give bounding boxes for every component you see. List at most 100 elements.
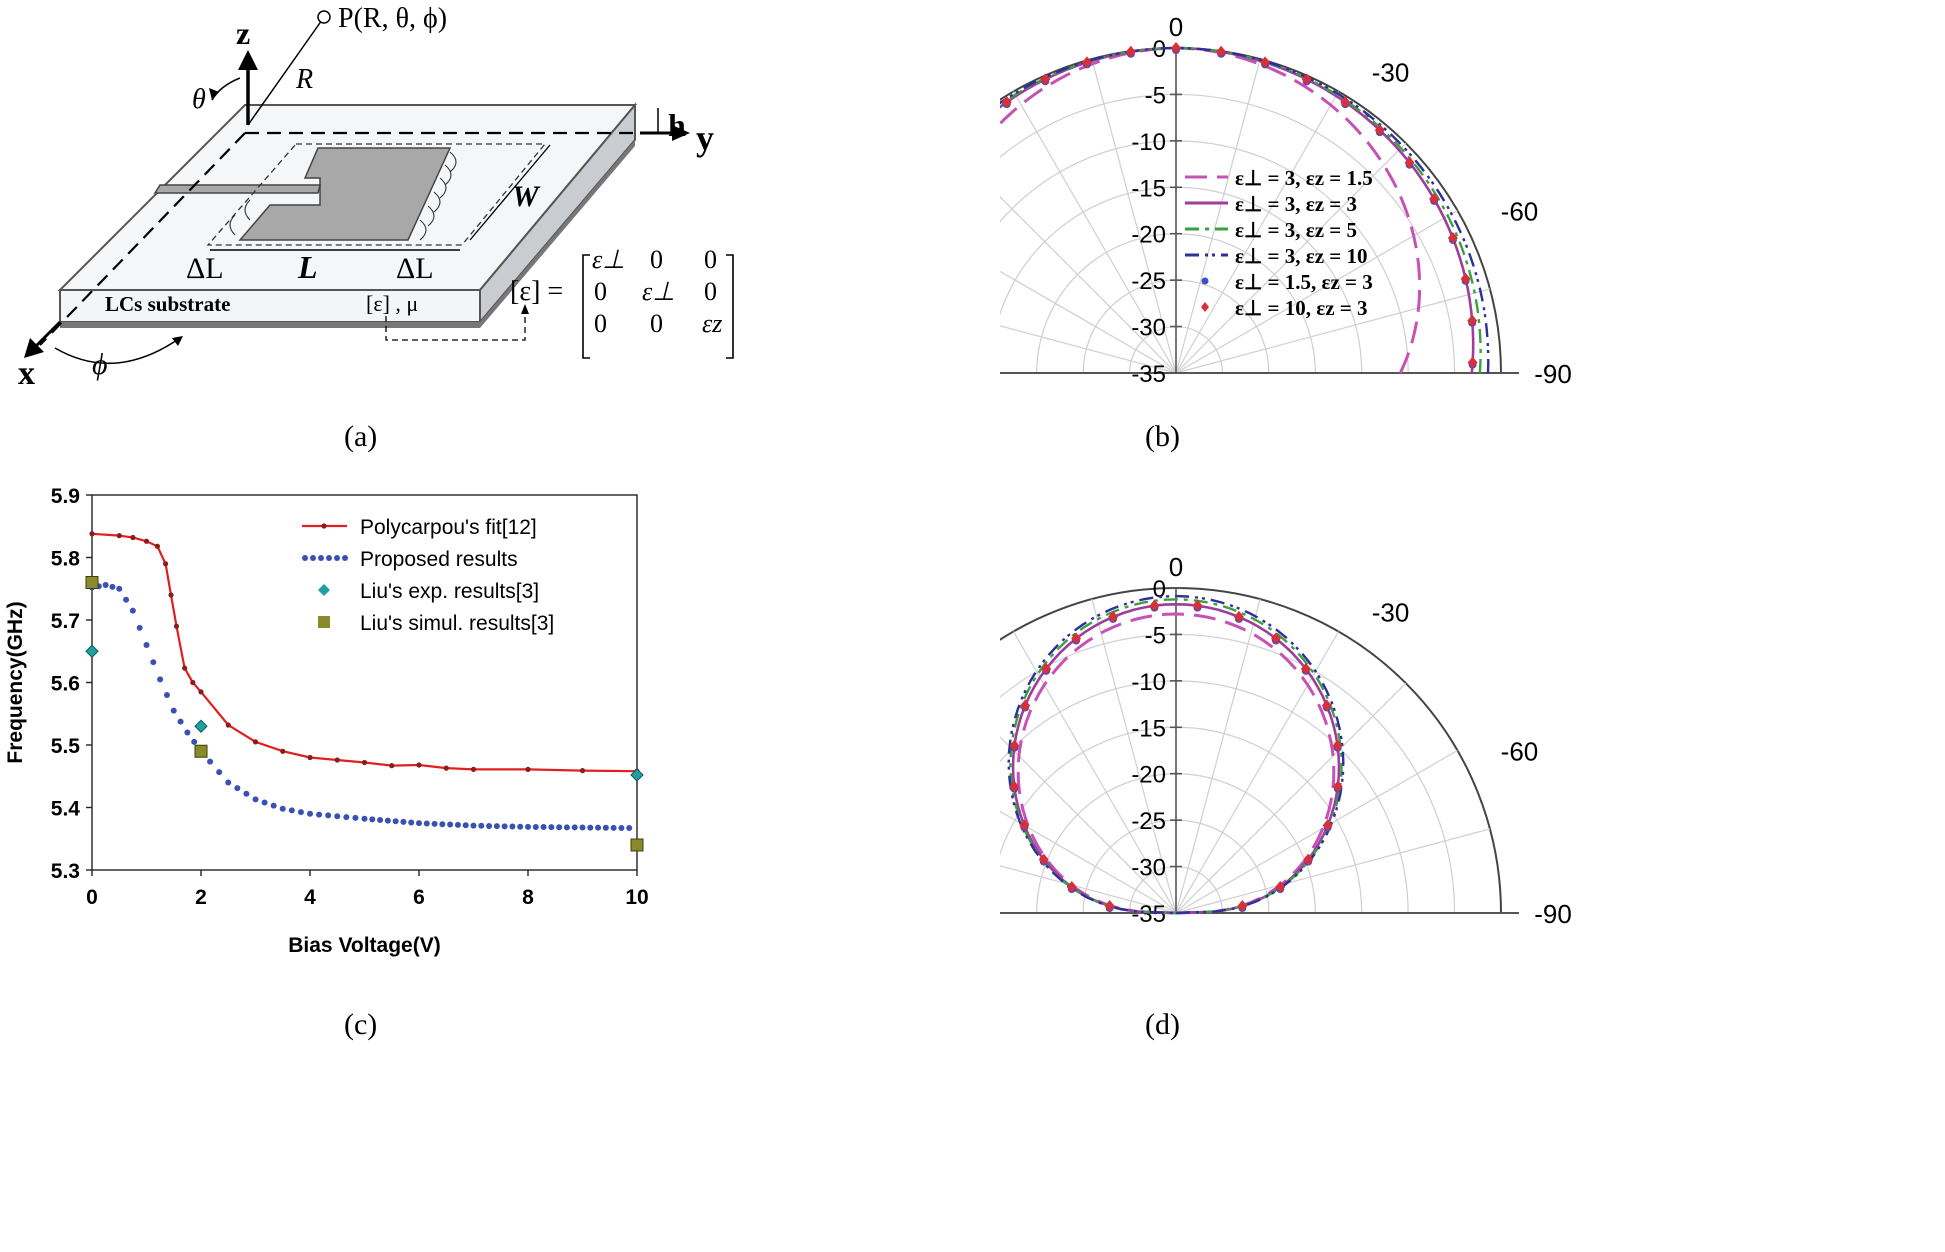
y-tick-label: 5.7	[51, 610, 80, 633]
data-point-proposed	[184, 729, 191, 736]
polar-radial-label: -30	[1131, 315, 1166, 342]
polar-grid-spoke	[1000, 810, 1177, 914]
frequency-chart: 5.3 5.4 5.5 5.6 5.7 5.8 5.9 0 2 4 6 8 10 Bias Voltage…	[4, 485, 649, 957]
data-point-proposed	[123, 596, 130, 603]
data-point-polycarpou	[525, 766, 531, 772]
polar-plot-d: 0-5-10-15-20-25-30-35030-3060-6090-90	[1000, 552, 1572, 929]
data-point-proposed	[216, 769, 223, 776]
legend-label: ε⊥ = 3, εz = 10	[1235, 244, 1368, 268]
polar-marker-red	[1019, 819, 1030, 832]
polar-marker-red	[1332, 739, 1343, 752]
y-tick-label: 5.6	[51, 673, 80, 696]
polar-grid-spoke	[1000, 270, 1177, 374]
polar-grid-spoke	[1175, 749, 1458, 914]
data-point-proposed	[431, 820, 438, 827]
data-point-proposed	[225, 779, 232, 786]
antenna-diagram: z y x P(R, θ, ϕ) R θ ϕ h W L ΔL ΔL LCs s…	[18, 3, 734, 392]
polar-radial-label: -25	[1131, 808, 1166, 835]
data-point-proposed	[297, 809, 304, 816]
polar-radial-label: -5	[1145, 622, 1166, 649]
legend-label: ε⊥ = 10, εz = 3	[1235, 296, 1368, 320]
data-point-proposed	[384, 817, 391, 824]
theta-label: θ	[192, 84, 206, 115]
y-tick-label: 5.8	[51, 548, 81, 571]
polar-grid-spoke	[1175, 682, 1407, 914]
polar-marker-red	[1001, 96, 1012, 109]
data-point-proposed	[288, 807, 295, 814]
polar-marker-red	[1374, 124, 1385, 137]
data-point-polycarpou	[198, 689, 204, 695]
legend-label: ε⊥ = 3, εz = 3	[1235, 192, 1357, 216]
polar-marker-red	[1467, 314, 1478, 327]
caption-b: (b)	[1145, 420, 1180, 453]
data-point-proposed	[595, 824, 602, 831]
data-point-polycarpou	[130, 534, 136, 541]
polar-marker-red	[1340, 96, 1351, 109]
legend-label: ε⊥ = 3, εz = 1.5	[1235, 166, 1373, 190]
tensor-cell: 0	[650, 309, 663, 338]
data-point-proposed	[361, 815, 368, 822]
tensor-cell: 0	[704, 245, 717, 274]
y-tick-label: 5.3	[51, 860, 80, 883]
data-point-proposed	[517, 823, 524, 830]
data-point-proposed	[207, 758, 214, 765]
x-tick-label: 2	[195, 886, 207, 909]
data-point-proposed	[486, 822, 493, 829]
data-point-polycarpou	[579, 768, 586, 774]
data-point-proposed	[447, 821, 454, 828]
caption-c: (c)	[344, 1008, 378, 1041]
data-point-proposed	[279, 805, 286, 812]
y-tick-label: 5.5	[51, 735, 81, 758]
data-point-proposed	[579, 824, 586, 831]
x-tick-label: 8	[522, 886, 534, 909]
tensor-lhs: [ε] =	[510, 276, 563, 307]
polar-angle-label: -60	[1501, 737, 1539, 767]
data-point-proposed	[626, 825, 633, 832]
data-point-proposed	[307, 810, 313, 817]
polar-radial-label: -35	[1131, 361, 1166, 388]
data-point-proposed	[170, 707, 177, 714]
polar-marker-red	[1171, 42, 1181, 54]
data-point-proposed	[423, 820, 430, 827]
polar-grid-spoke	[1175, 91, 1340, 374]
legend-marker	[334, 555, 340, 561]
polar-radial-label: -10	[1131, 129, 1166, 156]
data-point-polycarpou	[143, 538, 150, 544]
legend-marker	[342, 555, 348, 561]
polar-radial-label: -5	[1145, 82, 1166, 109]
data-point-proposed	[462, 822, 469, 829]
data-point-proposed	[493, 823, 500, 830]
polar-marker-red	[1040, 73, 1051, 86]
legend-label: Liu's simul. results[3]	[360, 612, 554, 635]
polar-marker-red	[1301, 73, 1312, 86]
polar-radial-label: -25	[1131, 268, 1166, 295]
polar-marker-red	[1071, 632, 1082, 645]
data-point-proposed	[129, 607, 136, 614]
delta-l-left-label: ΔL	[186, 252, 224, 285]
data-point-proposed	[157, 676, 164, 683]
phi-label: ϕ	[92, 348, 108, 381]
data-point-proposed	[143, 642, 150, 648]
data-point-proposed	[556, 824, 563, 831]
data-point-proposed	[587, 824, 594, 831]
data-point-proposed	[478, 822, 485, 829]
tensor-matrix: ε⊥ 0 0 0 ε⊥ 0 0 0 εz	[592, 245, 722, 338]
tensor-cell: 0	[594, 309, 607, 338]
axis-x-label: x	[18, 355, 35, 392]
legend-label: ε⊥ = 1.5, εz = 3	[1235, 270, 1373, 294]
x-tick-label: 6	[413, 886, 425, 909]
polar-radial-label: -30	[1131, 855, 1166, 882]
polar-marker-red	[1447, 231, 1458, 244]
data-point-proposed	[177, 718, 184, 725]
legend-marker	[318, 555, 324, 561]
polar-grid-spoke	[1091, 58, 1177, 374]
point-label: P(R, θ, ϕ)	[338, 3, 447, 34]
width-label: W	[512, 180, 541, 213]
polar-angle-label: -60	[1501, 197, 1539, 227]
data-point-proposed	[618, 824, 625, 831]
polar-grid-spoke	[1175, 58, 1261, 374]
polar-marker-red	[1467, 356, 1478, 369]
data-point-proposed	[116, 585, 123, 592]
tensor-cell: 0	[704, 277, 717, 306]
data-point-proposed	[501, 823, 508, 830]
